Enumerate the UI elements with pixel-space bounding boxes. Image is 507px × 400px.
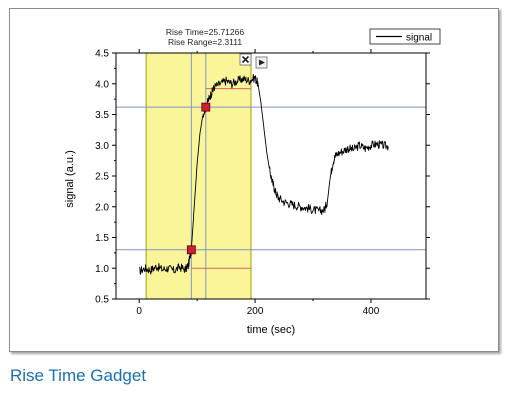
graph-window: 0.5 1.0 1.5 2.0 2.5 3.0 3.5 4.0 4.5 0 200 400 Rise … [9, 8, 499, 352]
data-layer [138, 73, 389, 275]
y-tick-label: 2.5 [95, 172, 109, 183]
series-line-signal [138, 73, 389, 275]
play-arrow-icon [259, 59, 265, 66]
x-tick-label: 200 [247, 306, 264, 317]
legend-label: signal [406, 33, 432, 44]
y-tick-label: 4.0 [95, 79, 109, 90]
close-icon [241, 55, 250, 64]
legend[interactable]: signal [369, 28, 441, 45]
y-tick-label: 4.5 [95, 49, 109, 60]
y-tick-label: 2.0 [95, 202, 109, 213]
x-tick-label: 0 [136, 306, 142, 317]
high-crossing-marker[interactable] [201, 102, 211, 112]
y-tick-label: 0.5 [95, 295, 109, 306]
x-tick-label: 400 [363, 306, 380, 317]
y-tick-label: 3.0 [95, 141, 109, 152]
y-tick-label: 1.0 [95, 264, 109, 275]
x-axis-label: time (sec) [247, 324, 295, 336]
figure-caption: Rise Time Gadget [10, 366, 147, 385]
roi-band[interactable] [145, 52, 252, 300]
gadget-markers [186, 102, 211, 255]
gadget-close-button[interactable] [239, 53, 252, 66]
rise-range-label: Rise Range=2.3111 [168, 37, 242, 47]
rise-time-label: Rise Time=25.71266 [166, 27, 244, 37]
gadget-title: Rise Time=25.71266 Rise Range=2.3111 [166, 27, 244, 47]
low-crossing-marker[interactable] [186, 245, 196, 255]
y-axis-label: signal (a.u.) [64, 150, 76, 207]
y-tick-label: 1.5 [95, 233, 109, 244]
axes-layer: 0.5 1.0 1.5 2.0 2.5 3.0 3.5 4.0 4.5 0 200 400 [95, 49, 430, 317]
y-tick-label: 3.5 [95, 110, 109, 121]
gadget-menu-button[interactable] [255, 56, 268, 69]
gadget-roi-layer [145, 52, 252, 300]
rise-time-chart: 0.5 1.0 1.5 2.0 2.5 3.0 3.5 4.0 4.5 0 200 400 Rise … [64, 27, 441, 336]
